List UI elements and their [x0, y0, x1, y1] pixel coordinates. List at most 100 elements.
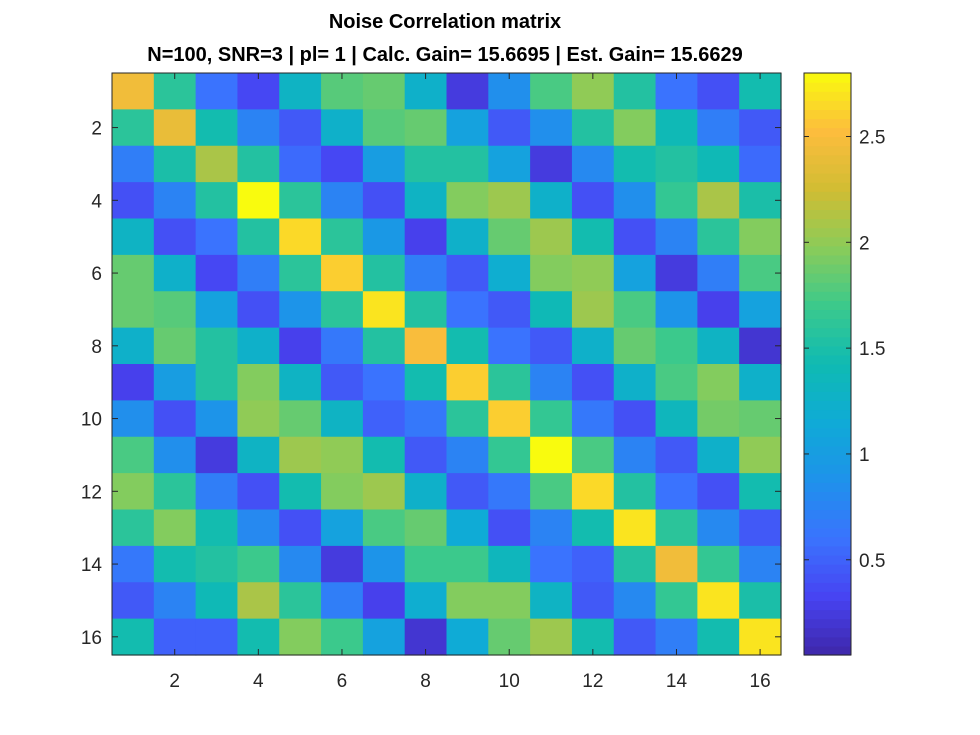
heatmap-cell	[404, 327, 448, 365]
heatmap-cell	[404, 545, 448, 583]
heatmap-cell	[655, 400, 698, 438]
heatmap-cell	[655, 327, 698, 365]
heatmap-cell	[112, 182, 155, 220]
heatmap-cell	[404, 218, 448, 256]
heatmap-cell	[446, 291, 489, 329]
heatmap-cell	[697, 364, 740, 401]
heatmap-cell	[571, 509, 615, 547]
chart-title: Noise Correlation matrix	[329, 11, 561, 33]
heatmap-cell	[530, 545, 573, 583]
heatmap-cell	[697, 473, 740, 511]
heatmap-cell	[655, 473, 698, 511]
heatmap-cell	[739, 327, 782, 365]
heatmap-cell	[613, 254, 657, 292]
heatmap-cell	[195, 327, 239, 365]
heatmap-cell	[404, 291, 448, 329]
heatmap-cell	[655, 73, 698, 110]
heatmap-cell	[739, 364, 782, 401]
colorbar-swatch	[804, 618, 851, 629]
heatmap-cell	[739, 182, 782, 220]
heatmap-cell	[488, 109, 531, 147]
heatmap-cell	[195, 400, 239, 438]
heatmap-cell	[279, 182, 322, 220]
colorbar-swatch	[804, 245, 851, 256]
heatmap-cell	[697, 582, 740, 620]
colorbar-swatch	[804, 227, 851, 238]
colorbar-swatch	[804, 509, 851, 520]
heatmap-cell	[697, 182, 740, 220]
colorbar-swatch	[804, 109, 851, 120]
colorbar-swatch	[804, 218, 851, 229]
heatmap-cell	[571, 218, 615, 256]
colorbar-swatch	[804, 263, 851, 274]
heatmap-cell	[530, 364, 573, 401]
heatmap-cell	[279, 545, 322, 583]
plot-frame	[111, 72, 782, 656]
heatmap-cell	[530, 618, 573, 656]
heatmap-cell	[655, 182, 698, 220]
heatmap-cell	[321, 364, 364, 401]
heatmap-cell	[112, 545, 155, 583]
colorbar-swatch	[804, 173, 851, 183]
heatmap-cell	[530, 327, 573, 365]
heatmap-cell	[739, 509, 782, 547]
heatmap-cell	[404, 473, 448, 511]
heatmap-cell	[404, 400, 448, 438]
heatmap-cell	[279, 327, 322, 365]
heatmap-cell	[195, 582, 239, 620]
heatmap-cell	[697, 218, 740, 256]
x-tick-label: 16	[750, 671, 771, 692]
heatmap-cell	[153, 364, 197, 401]
heatmap-cell	[655, 218, 698, 256]
colorbar-swatch	[804, 82, 851, 92]
heatmap-cell	[404, 509, 448, 547]
heatmap-cell	[655, 582, 698, 620]
heatmap-cell	[404, 182, 448, 220]
heatmap-cell	[488, 73, 531, 110]
heatmap-cell	[279, 109, 322, 147]
heatmap-cell	[530, 400, 573, 438]
heatmap-cell	[404, 145, 448, 183]
heatmap-cell	[571, 291, 615, 329]
heatmap-cell	[446, 545, 489, 583]
heatmap-cell	[237, 254, 280, 292]
heatmap-cell	[613, 145, 657, 183]
colorbar-tick-label: 2	[859, 233, 870, 254]
heatmap-cell	[613, 218, 657, 256]
colorbar-swatch	[804, 400, 851, 411]
heatmap-cell	[697, 109, 740, 147]
heatmap-cell	[697, 73, 740, 110]
heatmap-cell	[613, 436, 657, 474]
heatmap-cell	[279, 582, 322, 620]
chart-subtitle: N=100, SNR=3 | pl= 1 | Calc. Gain= 15.66…	[147, 44, 742, 66]
heatmap-cell	[195, 218, 239, 256]
heatmap-cell	[112, 400, 155, 438]
heatmap-cell	[571, 109, 615, 147]
colorbar-swatch	[804, 73, 851, 83]
heatmap-cell	[195, 109, 239, 147]
heatmap-cells	[112, 73, 782, 656]
colorbar-swatch	[804, 191, 851, 201]
heatmap-cell	[697, 327, 740, 365]
heatmap-cell	[362, 182, 406, 220]
heatmap-cell	[321, 109, 364, 147]
heatmap-cell	[488, 254, 531, 292]
heatmap-cell	[237, 182, 280, 220]
y-tick-label: 6	[91, 264, 102, 285]
heatmap-cell	[488, 145, 531, 183]
colorbar-swatch	[804, 200, 851, 210]
heatmap-cell	[655, 109, 698, 147]
heatmap-cell	[362, 291, 406, 329]
heatmap-cell	[279, 364, 322, 401]
colorbar-swatch	[804, 154, 851, 165]
heatmap-cell	[488, 291, 531, 329]
heatmap-cell	[279, 218, 322, 256]
heatmap-cell	[237, 109, 280, 147]
heatmap-cell	[446, 218, 489, 256]
heatmap-cell	[739, 145, 782, 183]
heatmap-cell	[153, 218, 197, 256]
heatmap-cell	[697, 291, 740, 329]
y-axis: 2 4 6 8 10 12 14 16	[81, 119, 781, 649]
heatmap-cell	[571, 327, 615, 365]
heatmap-cell	[237, 509, 280, 547]
